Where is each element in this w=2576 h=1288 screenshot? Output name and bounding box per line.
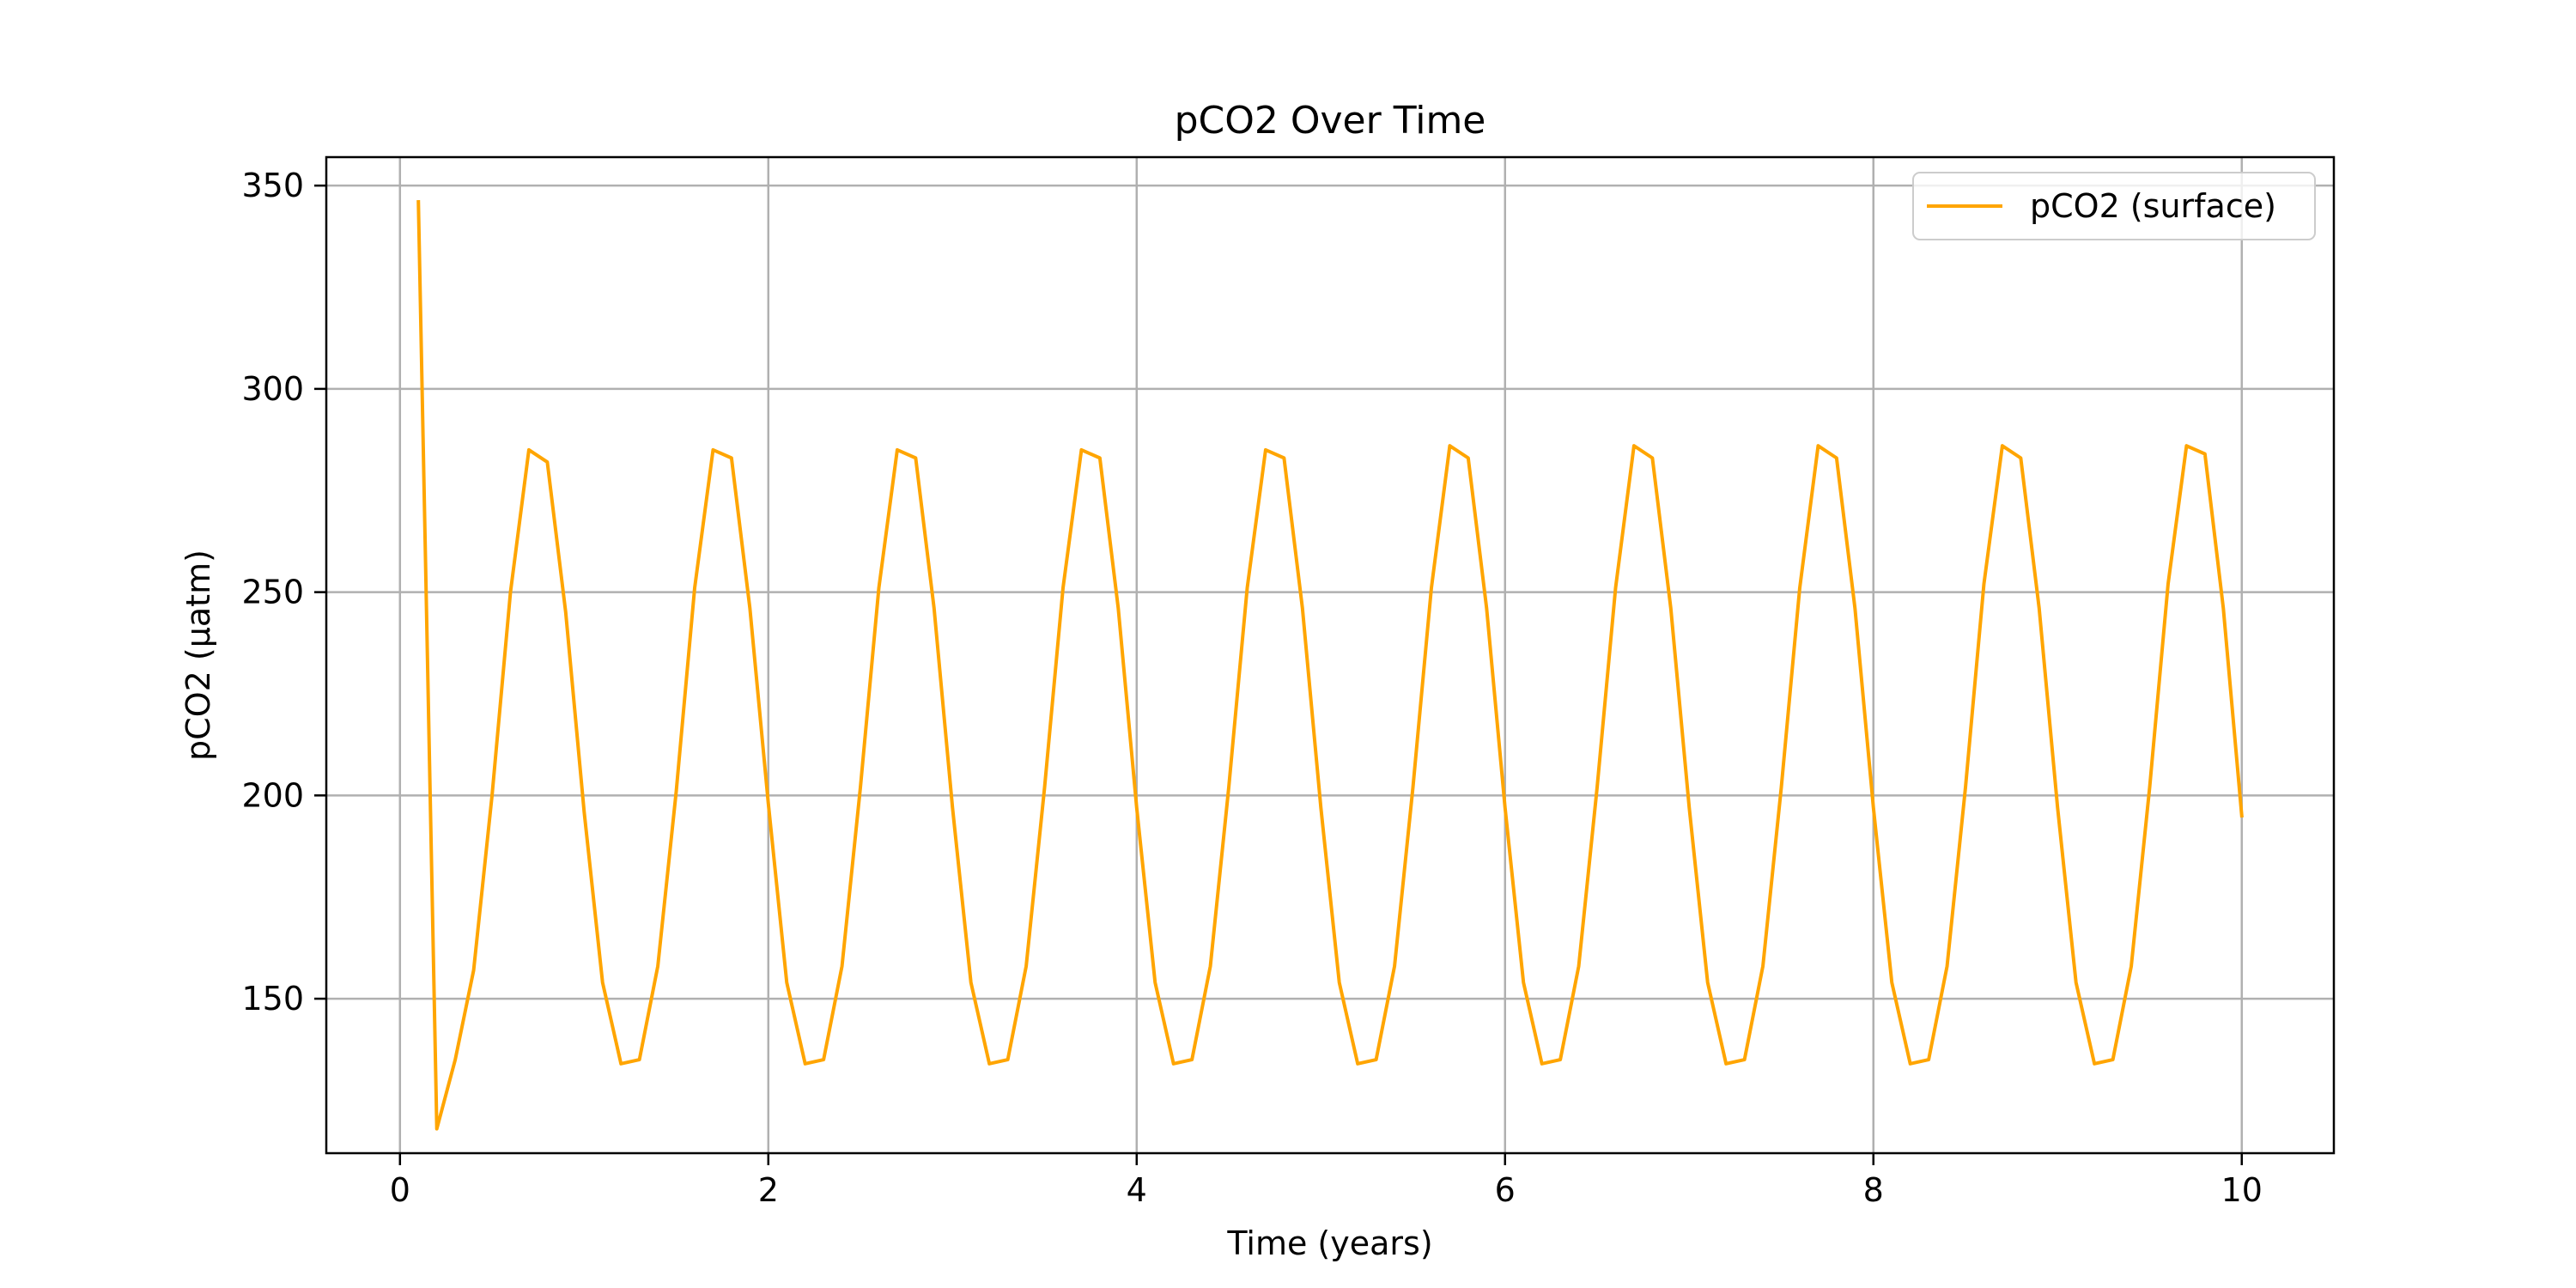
legend: pCO2 (surface) [1912, 172, 2316, 240]
legend-box [1912, 172, 2316, 240]
y-tick-label: 250 [241, 574, 304, 611]
series-line-0 [416, 200, 2244, 1131]
y-tick-label: 200 [241, 776, 304, 814]
y-tick-label: 300 [241, 370, 304, 408]
legend-entry: pCO2 (surface) [2030, 187, 2276, 225]
ticks: 0 2 4 6 8 10 150 200 250 300 350 [241, 167, 2262, 1209]
y-axis-label: pCO2 (µatm) [179, 550, 217, 761]
x-axis-label: Time (years) [1226, 1224, 1432, 1262]
plot-frame [325, 155, 2336, 1155]
y-tick-label: 350 [241, 167, 304, 204]
x-tick-label: 4 [1127, 1171, 1147, 1209]
chart-title: pCO2 Over Time [1175, 99, 1486, 143]
x-tick-label: 10 [2221, 1171, 2263, 1209]
x-tick-label: 2 [758, 1171, 779, 1209]
x-tick-label: 8 [1863, 1171, 1884, 1209]
x-tick-label: 0 [390, 1171, 410, 1209]
x-tick-label: 6 [1495, 1171, 1516, 1209]
y-tick-label: 150 [241, 980, 304, 1018]
series-layer [416, 200, 2244, 1131]
